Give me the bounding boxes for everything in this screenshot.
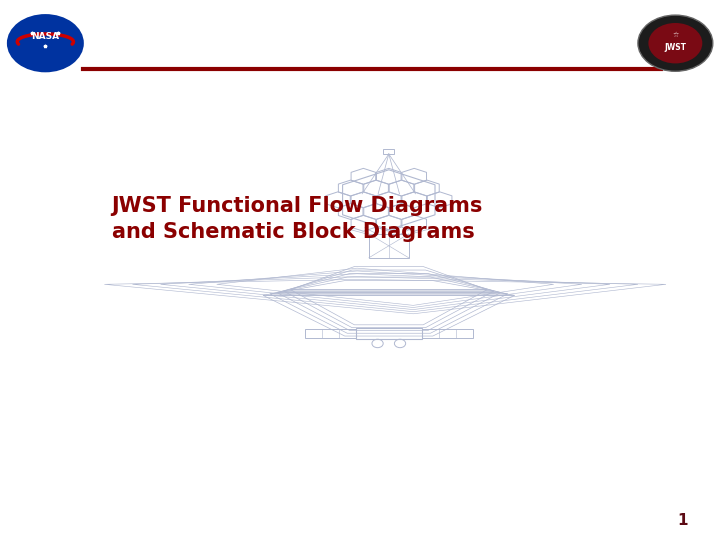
Circle shape <box>649 23 702 63</box>
Circle shape <box>638 15 713 71</box>
Circle shape <box>8 15 83 71</box>
Text: JWST: JWST <box>665 43 686 52</box>
Text: NASA: NASA <box>31 32 60 41</box>
Text: 1: 1 <box>677 513 688 528</box>
Text: ☆: ☆ <box>672 31 678 38</box>
Text: JWST Functional Flow Diagrams
and Schematic Block Diagrams: JWST Functional Flow Diagrams and Schema… <box>112 195 483 242</box>
